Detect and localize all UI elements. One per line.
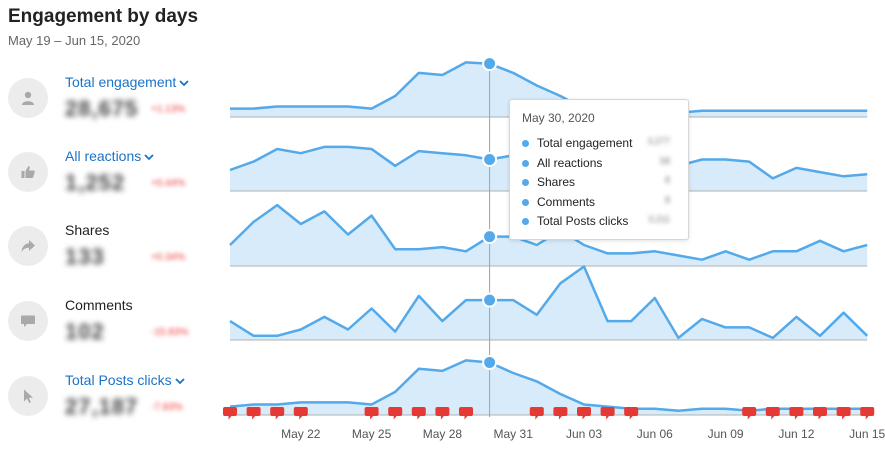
series-dot [522, 218, 529, 225]
metric-label: All reactions [65, 148, 142, 164]
thumbs-up-icon [8, 152, 48, 192]
event-marker [624, 407, 639, 420]
tooltip-value: 3,211 [648, 214, 670, 224]
metric-label: Total engagement [65, 74, 177, 90]
metric-dropdown-all-reactions[interactable]: All reactions [65, 148, 154, 164]
chevron-down-icon [144, 154, 154, 161]
x-tick-label: Jun 15 [849, 427, 885, 441]
series-dot [522, 179, 529, 186]
highlight-point [482, 355, 498, 370]
series-area [230, 205, 868, 266]
event-marker [765, 407, 780, 420]
tooltip-value: 3,277 [647, 136, 670, 146]
series-line [229, 359, 868, 413]
highlight-point [482, 229, 498, 245]
series-area [230, 266, 868, 340]
series-line [230, 61, 868, 115]
x-tick-label: May 28 [423, 427, 463, 441]
event-marker [600, 407, 615, 420]
user-icon [8, 78, 48, 118]
metric-label: Comments [65, 297, 133, 313]
tooltip-value: 58 [659, 156, 670, 166]
event-marker [388, 407, 403, 420]
x-tick-label: Jun 03 [566, 427, 602, 441]
event-marker [860, 407, 875, 420]
event-marker [577, 407, 591, 420]
highlight-point [482, 292, 498, 308]
tooltip-value: 8 [664, 175, 670, 185]
cursor-icon [8, 376, 48, 416]
x-tick-label: May 31 [494, 427, 534, 441]
series-dot [522, 199, 529, 206]
tooltip-value: 8 [664, 195, 670, 205]
event-marker [742, 407, 757, 420]
metric-shares: Shares 133 +0.34% [8, 222, 218, 292]
metric-label: Total Posts clicks [65, 372, 172, 388]
metric-delta: -15.83% [151, 327, 189, 338]
metric-all-reactions: All reactions 1,252 +0.44% [8, 148, 218, 218]
event-marker [789, 407, 804, 420]
tooltip-label: Total Posts clicks [537, 214, 629, 228]
chart-tooltip: May 30, 2020 Total engagement 3,277 All … [509, 99, 689, 240]
metric-value: 28,675 [65, 96, 139, 121]
series-dot [522, 140, 529, 147]
tooltip-row: Comments 8 [522, 195, 682, 213]
tooltip-label: Shares [537, 175, 576, 189]
tooltip-row: All reactions 58 [522, 156, 682, 174]
event-marker [293, 407, 308, 420]
metric-value: 27,187 [65, 394, 139, 419]
metric-delta: +1.13% [151, 104, 186, 115]
event-marker [553, 407, 568, 420]
event-marker [364, 407, 379, 420]
metric-total-engagement: Total engagement 28,675 +1.13% [8, 74, 218, 144]
x-tick-label: Jun 06 [637, 427, 673, 441]
metric-value: 1,252 [65, 170, 126, 195]
chevron-down-icon [179, 80, 189, 87]
series-line [229, 265, 869, 340]
event-marker [836, 407, 851, 420]
metric-dropdown-total-posts-clicks[interactable]: Total Posts clicks [65, 372, 185, 388]
series-area [230, 62, 868, 117]
metric-dropdown-total-engagement[interactable]: Total engagement [65, 74, 189, 90]
metric-delta: -7.83% [151, 402, 183, 413]
event-marker [270, 407, 285, 420]
x-tick-label: Jun 09 [708, 427, 744, 441]
metric-total-posts-clicks: Total Posts clicks 27,187 -7.83% [8, 372, 218, 442]
comment-icon [8, 301, 48, 341]
metric-value: 133 [65, 244, 105, 269]
tooltip-row: Total engagement 3,277 [522, 136, 682, 154]
highlight-point [482, 56, 498, 72]
x-tick-label: May 22 [281, 427, 321, 441]
tooltip-label: Comments [537, 195, 596, 209]
tooltip-row: Shares 8 [522, 175, 682, 193]
x-tick-label: May 25 [352, 427, 392, 441]
highlight-point [482, 152, 498, 167]
date-range: May 19 – Jun 15, 2020 [8, 33, 141, 48]
event-marker [223, 407, 237, 420]
chart-title: Engagement by days [8, 6, 199, 27]
event-marker [529, 407, 544, 420]
series-dot [522, 160, 529, 167]
tooltip-row: Total Posts clicks 3,211 [522, 214, 682, 232]
tooltip-label: All reactions [537, 156, 603, 170]
chevron-down-icon [174, 378, 185, 385]
tooltip-label: Total engagement [537, 136, 633, 150]
metric-delta: +0.34% [151, 252, 186, 263]
share-arrow-icon [8, 226, 48, 266]
event-marker [435, 407, 450, 420]
event-marker [411, 407, 426, 420]
metric-value: 102 [65, 319, 105, 344]
event-marker [813, 407, 827, 420]
metric-comments: Comments 102 -15.83% [8, 297, 218, 367]
metric-delta: +0.44% [151, 178, 186, 189]
metric-label: Shares [65, 222, 110, 238]
event-marker [459, 407, 473, 420]
tooltip-date: May 30, 2020 [522, 111, 595, 125]
event-marker [246, 407, 261, 420]
x-tick-label: Jun 12 [778, 427, 814, 441]
